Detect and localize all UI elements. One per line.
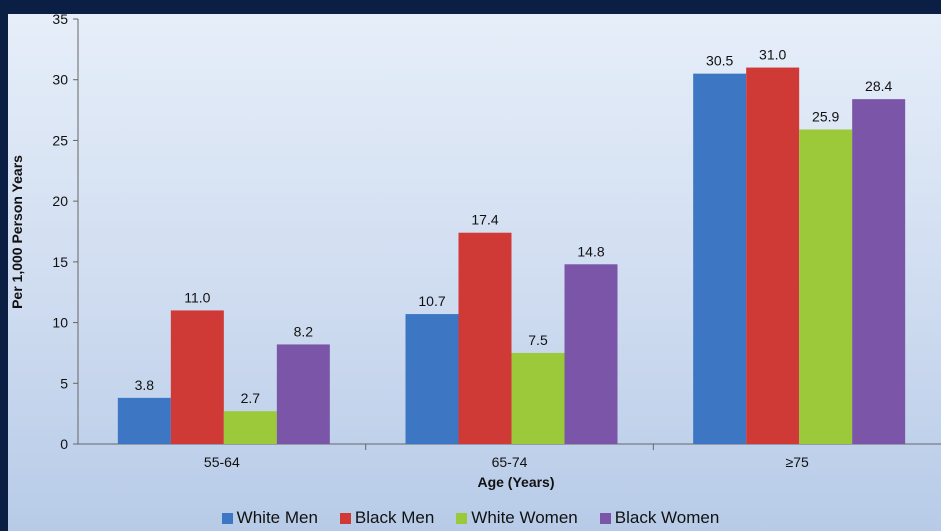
bar-black-men: [746, 67, 800, 445]
x-category-label: ≥75: [786, 454, 809, 470]
x-category-label: 55-64: [204, 454, 240, 470]
bar-white-men: [405, 314, 459, 444]
bar-black-women: [852, 99, 906, 445]
bar-white-women: [511, 352, 565, 444]
value-label: 7.5: [528, 332, 548, 348]
bars: [117, 67, 906, 445]
value-label: 14.8: [577, 243, 604, 259]
bar-white-women: [223, 411, 277, 444]
y-tick-label: 20: [52, 193, 68, 209]
y-tick-label: 35: [52, 11, 68, 27]
value-label: 17.4: [471, 212, 498, 228]
bar-white-men: [693, 73, 747, 445]
value-label: 11.0: [184, 289, 210, 305]
value-label: 8.2: [294, 323, 314, 339]
legend-item: Black Men: [339, 508, 435, 528]
y-tick-label: 10: [52, 315, 68, 331]
value-label: 31.0: [759, 47, 786, 63]
value-label: 30.5: [706, 53, 733, 69]
legend-label: Black Men: [354, 508, 435, 527]
legend-label: White Men: [236, 508, 318, 527]
bar-white-women: [799, 129, 853, 444]
bar-black-men: [458, 232, 512, 444]
y-axis-title: Per 1,000 Person Years: [9, 155, 25, 309]
value-label: 2.7: [241, 390, 261, 406]
y-tick-label: 30: [52, 72, 68, 88]
category-labels: 55-64 65-74 ≥75: [204, 444, 809, 470]
bar-black-women: [276, 344, 330, 444]
y-tick-label: 0: [60, 436, 68, 452]
legend-swatch: [339, 512, 351, 524]
legend-label: White Women: [471, 508, 578, 527]
y-ticks: 0 5 10 15 20 25 30 35: [52, 11, 78, 452]
value-labels: 3.8 11.0 2.7 8.2 10.7 17.4 7.5 14.8 30.5 31.0 25.9…: [135, 47, 893, 407]
value-label: 28.4: [865, 78, 892, 94]
legend-item: White Men: [221, 508, 318, 528]
value-label: 10.7: [418, 293, 445, 309]
legend-swatch: [456, 512, 468, 524]
legend-swatch: [221, 512, 233, 524]
legend-label: Black Women: [614, 508, 720, 527]
legend-item: White Women: [456, 508, 578, 528]
x-axis-title: Age (Years): [477, 474, 554, 490]
y-tick-label: 5: [60, 375, 68, 391]
bar-white-men: [117, 397, 171, 444]
x-category-label: 65-74: [492, 454, 528, 470]
legend-swatch: [599, 512, 611, 524]
legend: White Men Black Men White Women Black Women: [0, 508, 941, 528]
bar-black-women: [564, 264, 618, 444]
y-tick-label: 25: [52, 132, 68, 148]
y-tick-label: 15: [52, 254, 68, 270]
value-label: 3.8: [135, 377, 155, 393]
value-label: 25.9: [812, 109, 839, 125]
legend-item: Black Women: [599, 508, 720, 528]
bar-black-men: [170, 310, 224, 444]
